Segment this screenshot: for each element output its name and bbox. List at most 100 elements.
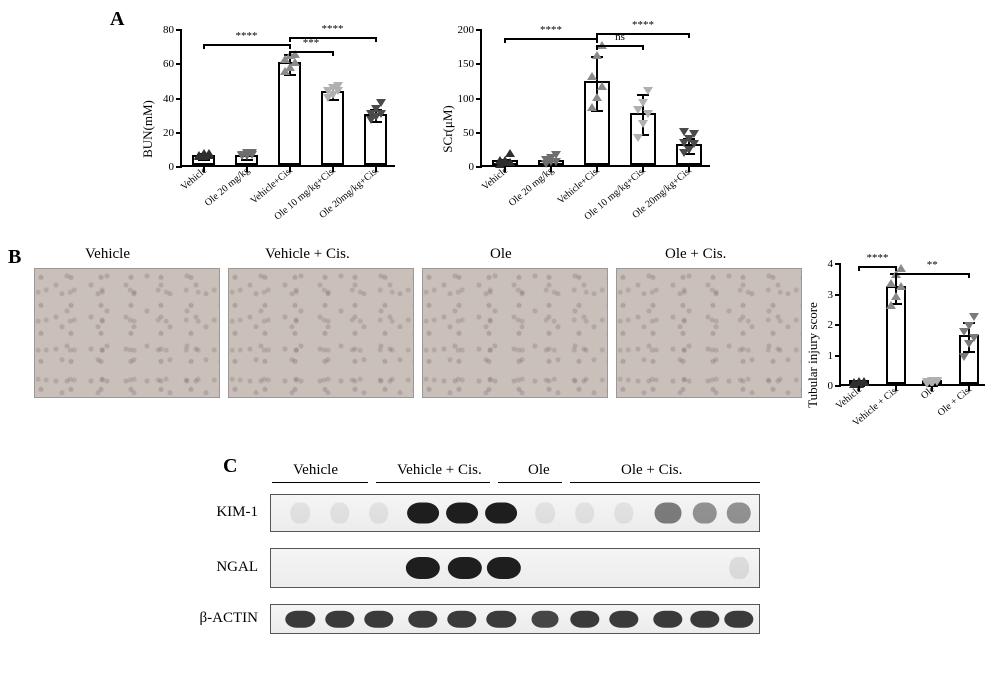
blot-band: [532, 611, 559, 628]
data-marker: [592, 51, 602, 59]
data-marker: [643, 110, 653, 118]
bar: [278, 62, 302, 165]
y-tick-label: 100: [458, 93, 475, 105]
blot-band: [369, 503, 389, 524]
data-marker: [500, 156, 510, 164]
data-marker: [333, 82, 343, 90]
data-marker: [638, 99, 648, 107]
blot-strip: [270, 494, 760, 532]
data-marker: [551, 151, 561, 159]
y-tick-label: 150: [458, 58, 475, 70]
significance-label: ****: [632, 19, 654, 31]
data-marker: [587, 103, 597, 111]
histology-image: [616, 268, 802, 398]
data-marker: [964, 322, 974, 330]
data-marker: [969, 313, 979, 321]
data-marker: [969, 334, 979, 342]
data-marker: [587, 72, 597, 80]
significance-label: **: [927, 259, 938, 271]
blot-band: [575, 503, 595, 524]
blot-row-label: NGAL: [148, 559, 258, 576]
blot-band: [446, 503, 478, 524]
bar: [321, 91, 345, 165]
blot-band: [325, 611, 354, 628]
histology-image: [34, 268, 220, 398]
panel-b-label: B: [8, 246, 21, 269]
blot-band: [653, 611, 682, 628]
chart-bun: BUN(mM)020406080VehicleOle 20 mg/kgVehic…: [140, 12, 400, 227]
x-axis-label: Ole 20 mg/kg: [202, 165, 251, 209]
data-marker: [633, 106, 643, 114]
y-tick-label: 3: [828, 289, 834, 301]
data-marker: [886, 301, 896, 309]
y-tick-label: 50: [463, 127, 474, 139]
significance-label: ****: [867, 252, 889, 264]
data-marker: [896, 264, 906, 272]
data-marker: [679, 128, 689, 136]
blot-band: [570, 611, 599, 628]
data-marker: [896, 282, 906, 290]
blot-band: [408, 611, 437, 628]
histology-title: Ole: [490, 246, 512, 263]
data-marker: [886, 279, 896, 287]
data-marker: [376, 99, 386, 107]
data-marker: [932, 377, 942, 385]
histology-image: [228, 268, 414, 398]
chart-tubular-injury: Tubular injury score 01234VehicleVehicle …: [805, 248, 990, 448]
blot-group-label: Ole: [528, 462, 550, 479]
panel-c-label: C: [223, 455, 237, 478]
data-marker: [959, 353, 969, 361]
y-tick-label: 20: [163, 127, 174, 139]
blot-band: [487, 557, 521, 579]
histology-title: Vehicle: [85, 246, 130, 263]
blot-band: [407, 503, 439, 524]
blot-band: [447, 611, 476, 628]
y-tick-label: 2: [828, 319, 834, 331]
blot-group-label: Vehicle + Cis.: [397, 462, 482, 479]
y-axis-title: BUN(mM): [140, 100, 156, 158]
histology-title: Vehicle + Cis.: [265, 246, 350, 263]
data-marker: [633, 134, 643, 142]
blot-band: [654, 503, 681, 524]
blot-band: [291, 503, 311, 524]
data-marker: [638, 120, 648, 128]
plot-area: 050100150200VehicleOle 20 mg/kgVehicle+C…: [480, 30, 710, 167]
data-marker: [689, 130, 699, 138]
blot-band: [485, 503, 517, 524]
y-tick-label: 0: [169, 161, 175, 173]
y-tick-label: 4: [828, 258, 834, 270]
panel-a-label: A: [110, 8, 124, 31]
y-axis-title: SCr(μM): [440, 105, 456, 152]
blot-band: [614, 503, 634, 524]
data-marker: [643, 87, 653, 95]
blot-row-label: β-ACTIN: [148, 610, 258, 627]
histology-title: Ole + Cis.: [665, 246, 726, 263]
blot-strip: [270, 604, 760, 634]
y-axis-title: Tubular injury score: [805, 302, 821, 408]
data-marker: [859, 377, 869, 385]
blot-band: [364, 611, 393, 628]
blot-band: [727, 503, 752, 524]
data-marker: [592, 93, 602, 101]
plot-area: 01234VehicleVehicle + Cis.OleOle + Cis.*…: [839, 264, 985, 386]
blot-band: [536, 503, 556, 524]
blot-band: [692, 503, 717, 524]
data-marker: [891, 292, 901, 300]
x-axis-label: Ole 20 mg/kg: [507, 165, 556, 209]
y-tick-label: 60: [163, 58, 174, 70]
data-marker: [247, 149, 257, 157]
blot-band: [286, 611, 315, 628]
blot-group-label: Ole + Cis.: [621, 462, 682, 479]
blot-band: [690, 611, 719, 628]
data-marker: [290, 58, 300, 66]
blot-band: [406, 557, 440, 579]
blot-row-label: KIM-1: [148, 504, 258, 521]
y-tick-label: 200: [458, 24, 475, 36]
significance-label: ****: [236, 30, 258, 42]
y-tick-label: 80: [163, 24, 174, 36]
blot-band: [330, 503, 350, 524]
histology-image: [422, 268, 608, 398]
y-tick-label: 40: [163, 93, 174, 105]
data-marker: [597, 82, 607, 90]
blot-band: [724, 611, 753, 628]
